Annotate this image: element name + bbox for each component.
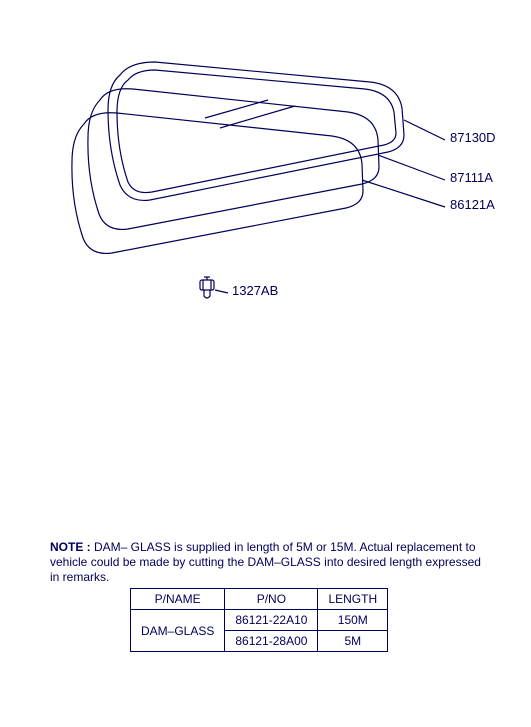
cell-length: 150M (318, 610, 388, 631)
callout-87111a: 87111A (450, 170, 493, 185)
callout-86121a: 86121A (450, 197, 495, 212)
parts-table: P/NAME P/NO LENGTH DAM–GLASS 86121-22A10… (130, 588, 388, 652)
callout-1327ab: 1327AB (232, 283, 278, 298)
note-body: DAM– GLASS is supplied in length of 5M o… (50, 540, 481, 584)
table-header-row: P/NAME P/NO LENGTH (131, 589, 388, 610)
callout-87130d: 87130D (450, 130, 496, 145)
cell-length: 5M (318, 631, 388, 652)
col-pname: P/NAME (131, 589, 225, 610)
cell-pno: 86121-28A00 (225, 631, 318, 652)
note-prefix: NOTE : (50, 540, 94, 554)
cell-group-name: DAM–GLASS (131, 610, 225, 652)
cell-pno: 86121-22A10 (225, 610, 318, 631)
diagram-container: 87130D 87111A 86121A 1327AB NOTE : DAM– … (0, 0, 531, 727)
col-length: LENGTH (318, 589, 388, 610)
col-pno: P/NO (225, 589, 318, 610)
note-text: NOTE : DAM– GLASS is supplied in length … (50, 540, 490, 585)
table-row: DAM–GLASS 86121-22A10 150M (131, 610, 388, 631)
